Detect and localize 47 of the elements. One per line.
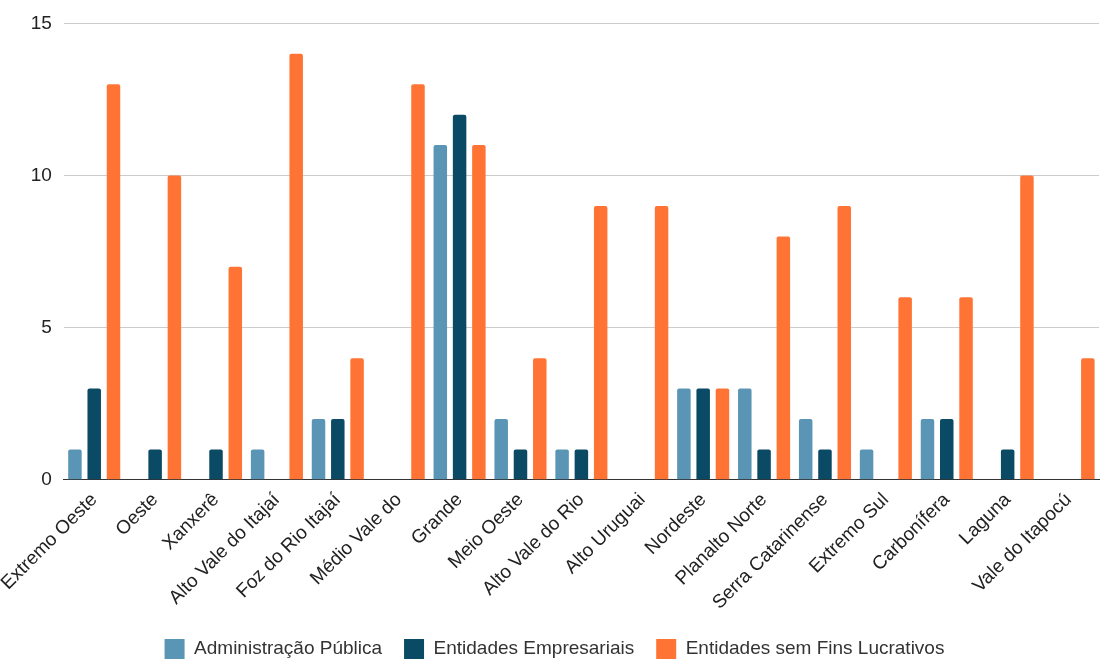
bar [433,145,448,480]
y-tick-label: 15 [30,11,52,33]
bar [757,449,771,480]
bar [148,449,162,480]
bar [677,388,691,480]
bar [738,388,752,480]
bar [452,114,467,480]
bar [106,84,121,480]
bar [776,236,791,480]
bar [228,266,243,480]
bar [494,418,508,480]
bar [68,449,82,480]
y-tick-label: 10 [30,163,52,185]
bar [472,145,486,480]
bar [859,449,874,480]
bar [331,418,345,480]
bar [715,388,730,480]
bar [818,449,832,480]
legend-label: Administração Pública [194,637,383,659]
bar [1020,175,1034,480]
bar [533,358,547,480]
y-tick-label: 0 [41,468,52,490]
legend-label: Entidades Empresariais [433,637,635,659]
y-tick-label: 5 [41,315,52,337]
bar [289,53,303,480]
bar [209,449,223,480]
bar [940,418,954,480]
bar [696,388,710,480]
bar [350,358,364,480]
bar [898,297,912,480]
bar [513,449,528,480]
bar [959,297,973,480]
bar [555,449,569,480]
bar [87,388,101,480]
bar [654,205,669,480]
bar [1000,449,1015,480]
bar [311,418,326,480]
bar [250,449,265,480]
bar [411,84,425,480]
legend-label: Entidades sem Fins Lucrativos [685,637,945,659]
bar [837,205,851,480]
bar [167,175,182,480]
bar [798,418,813,480]
bar [920,418,935,480]
bar [574,449,589,480]
bar [593,205,608,480]
bar [1081,358,1095,480]
